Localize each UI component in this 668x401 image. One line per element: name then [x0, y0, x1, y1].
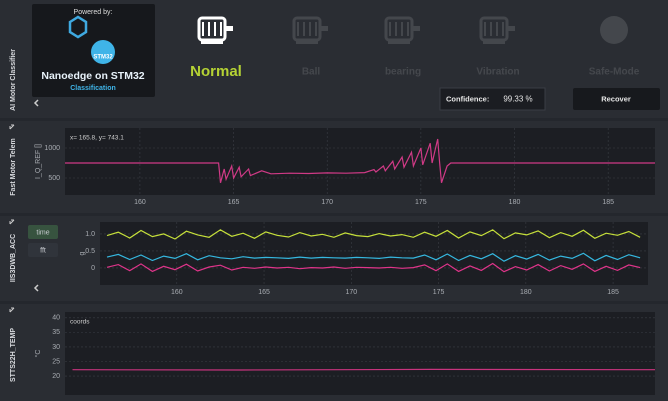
- confidence-value: 99.33 %: [503, 95, 532, 104]
- y-tick-label: 1000: [44, 145, 60, 152]
- plot-area: [65, 128, 655, 195]
- x-tick-label: 165: [228, 199, 240, 206]
- status-label: Safe-Mode: [589, 67, 640, 78]
- expand-icon: [9, 219, 15, 225]
- coords-label: coords: [70, 319, 90, 326]
- motor-shaft: [320, 26, 328, 31]
- y-tick-label: 40: [52, 315, 60, 322]
- powered-by: Powered by:: [74, 9, 113, 16]
- side-label: IIS3DWB_ACC: [10, 234, 17, 282]
- series-line: [106, 262, 641, 273]
- time-label[interactable]: time: [36, 229, 49, 236]
- motor-shaft: [412, 26, 420, 31]
- status-label: Ball: [302, 67, 321, 78]
- motor-body: [292, 16, 322, 42]
- status-item: Safe-Mode: [589, 16, 640, 78]
- x-tick-label: 175: [433, 289, 445, 296]
- series-line: [106, 252, 641, 262]
- x-tick-label: 170: [321, 199, 333, 206]
- y-tick-label: 20: [52, 373, 60, 380]
- chart: STTS22H_TEMP °C 20 25 30 35 40 coords: [9, 307, 656, 395]
- motor-shaft: [225, 26, 233, 31]
- chart: IIS3DWB_ACC g 0 0.5 1.0 160 165 170 175 180 185: [9, 219, 648, 296]
- plot-area: [65, 312, 655, 395]
- badge: STM32: [93, 55, 113, 61]
- confidence-label: Confidence:: [446, 94, 489, 103]
- y-tick-label: 35: [52, 329, 60, 336]
- recover-label[interactable]: Recover: [601, 94, 631, 103]
- motor-body: [479, 16, 509, 42]
- status-label: Normal: [190, 63, 242, 80]
- motor-foot: [201, 40, 223, 44]
- chart: Fast Motor Telem I_Q_REF [] 500 1000 160 165 1…: [9, 124, 655, 206]
- x-tick-label: 185: [602, 199, 614, 206]
- x-tick-label: 180: [520, 289, 532, 296]
- time-button[interactable]: [28, 225, 58, 239]
- y-tick-label: 500: [48, 175, 60, 182]
- y-axis-label: g: [79, 251, 86, 255]
- series-line: [106, 229, 641, 240]
- series-line: [65, 138, 655, 183]
- x-tick-label: 170: [345, 289, 357, 296]
- status-item: Normal: [190, 16, 242, 80]
- logo-title: Nanoedge on STM32: [41, 70, 144, 82]
- collapse-button[interactable]: [33, 284, 39, 292]
- x-tick-label: 160: [171, 289, 183, 296]
- y-tick-label: 1.0: [85, 231, 95, 238]
- y-tick-label: 25: [52, 358, 60, 365]
- fft-button[interactable]: [28, 243, 58, 257]
- fft-label[interactable]: fft: [40, 247, 46, 254]
- y-tick-label: 0: [91, 265, 95, 272]
- status-label: Vibration: [476, 67, 519, 78]
- status-item: bearing: [384, 16, 421, 78]
- y-axis-label: °C: [34, 350, 42, 358]
- coords-label: x= 165.8, y= 743.1: [70, 135, 124, 142]
- series-line: [72, 368, 656, 371]
- status-item: Vibration: [476, 16, 520, 78]
- motor-foot: [296, 40, 318, 44]
- x-tick-label: 180: [509, 199, 521, 206]
- plot-area: [100, 222, 648, 285]
- motor-shaft: [507, 26, 515, 31]
- logo-icon: [68, 15, 88, 39]
- status-item: Ball: [292, 16, 328, 78]
- badge-circle: [91, 40, 115, 64]
- recover-button[interactable]: [573, 88, 660, 110]
- expand-icon: [9, 307, 15, 313]
- side-label: STTS22H_TEMP: [10, 328, 17, 382]
- motor-foot: [483, 40, 505, 44]
- y-tick-label: 30: [52, 344, 60, 351]
- safe-icon: [600, 16, 628, 44]
- y-axis-label: I_Q_REF []: [35, 144, 42, 179]
- x-tick-label: 160: [134, 199, 146, 206]
- y-tick-label: 0.5: [85, 248, 95, 255]
- logo-subtitle: Classification: [70, 85, 116, 92]
- status-label: bearing: [385, 67, 421, 78]
- expand-icon: [9, 124, 15, 130]
- motor-foot: [388, 40, 410, 44]
- sidebar-title: AI Motor Classifier: [10, 49, 17, 111]
- x-tick-label: 175: [415, 199, 427, 206]
- motor-body: [384, 16, 414, 42]
- confidence-box: [439, 87, 546, 111]
- x-tick-label: 165: [258, 289, 270, 296]
- collapse-button[interactable]: [33, 99, 39, 107]
- side-label: Fast Motor Telem: [10, 138, 17, 195]
- x-tick-label: 185: [607, 289, 619, 296]
